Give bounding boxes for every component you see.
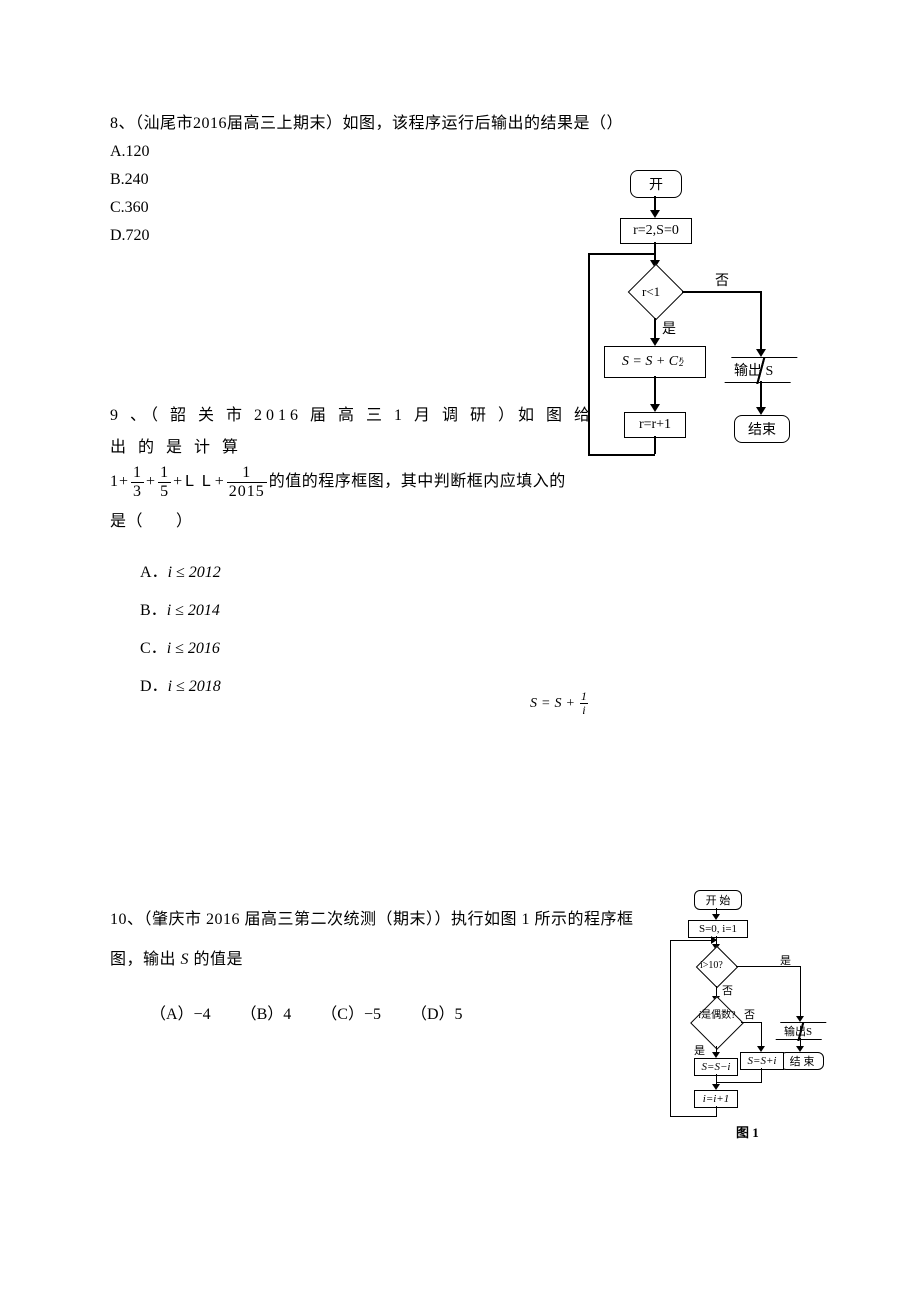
q9-prefix: 1+ (110, 474, 129, 490)
fc1-condition: r<1 (642, 284, 660, 300)
q9-option-c: C．i ≤ 2016 (140, 630, 810, 668)
fc1-start: 开 (630, 170, 682, 198)
fc2-end: 结 束 (780, 1052, 824, 1070)
q10-block: 10、（肇庆市 2016 届高三第二次统测（期末））执行如图 1 所示的程序框 … (110, 900, 650, 1024)
fc2-label-no2: 否 (744, 1006, 755, 1022)
q9-option-d: D．i ≤ 2018 (140, 668, 810, 706)
q9-after-frac: 的值的程序框图，其中判断框内应填入的 (269, 474, 566, 490)
fc2-label-no1: 否 (722, 982, 733, 998)
fc2-label-yes1: 是 (780, 952, 791, 968)
q9-stem-line2: 1+ 1 3 + 1 5 + L L + 1 2015 的值的程序框图，其中判断… (110, 464, 610, 500)
fc2-caption: 图 1 (736, 1122, 759, 1141)
fc1-label-no: 否 (715, 270, 729, 290)
q9-option-a: A．i ≤ 2012 (140, 554, 810, 592)
q10-stem-line1: 10、（肇庆市 2016 届高三第二次统测（期末））执行如图 1 所示的程序框 (110, 900, 650, 940)
q8-stem: 8、（汕尾市2016届高三上期末）如图，该程序运行后输出的结果是（） (110, 110, 810, 138)
q10-options: （A）−4 （B）4 （C）−5 （D）5 (150, 1000, 650, 1024)
fc1-label-yes: 是 (662, 318, 676, 338)
fc2-output: 输出S (784, 1023, 812, 1039)
q9-stem-line3: 是（ ） (110, 508, 810, 536)
q10-option-b: （B）4 (241, 1000, 292, 1024)
q9-option-b: B．i ≤ 2014 (140, 592, 810, 630)
q10-option-d: （D）5 (411, 1000, 463, 1024)
fc2-step-add: S=S+i (740, 1052, 784, 1070)
q10-option-c: （C）−5 (321, 1000, 381, 1024)
flowchart-q8: 开 r=2,S=0 r<1 否 是 S = S + C2r 输出 S 结束 r=… (600, 160, 820, 490)
fc2-start: 开 始 (694, 890, 742, 910)
fraction-1-2015: 1 2015 (227, 464, 267, 500)
fraction-1-3: 1 3 (131, 464, 144, 500)
fc1-body: S = S + C2r (604, 346, 706, 378)
fc2-cond2: i是偶数? (692, 1010, 742, 1021)
fc2-cond1: i>10? (700, 960, 723, 971)
q9-float-equation: S = S + 1 i (530, 690, 589, 717)
q10-option-a: （A）−4 (150, 1000, 211, 1024)
fc2-init: S=0, i=1 (688, 920, 748, 938)
q9-stem-line1: 9 、（ 韶 关 市 2016 届 高 三 1 月 调 研 ）如 图 给 出 的… (110, 400, 610, 464)
q9-options: A．i ≤ 2012 B．i ≤ 2014 C．i ≤ 2016 D．i ≤ 2… (140, 554, 810, 706)
fc1-init: r=2,S=0 (620, 218, 692, 244)
q10-stem-line2: 图，输出 S 的值是 (110, 940, 650, 980)
fraction-1-5: 1 5 (158, 464, 171, 500)
flowchart-q10: 开 始 S=0, i=1 i>10? 是 输出S 结 束 否 i是偶数? 否 S… (636, 890, 866, 1150)
fc2-label-yes2: 是 (694, 1042, 705, 1058)
fc1-end: 结束 (734, 415, 790, 443)
ellipsis: L L (185, 474, 213, 490)
fc1-output: 输出 S (734, 360, 773, 380)
fc1-increment: r=r+1 (624, 412, 686, 438)
fraction-1-i: 1 i (579, 690, 589, 717)
